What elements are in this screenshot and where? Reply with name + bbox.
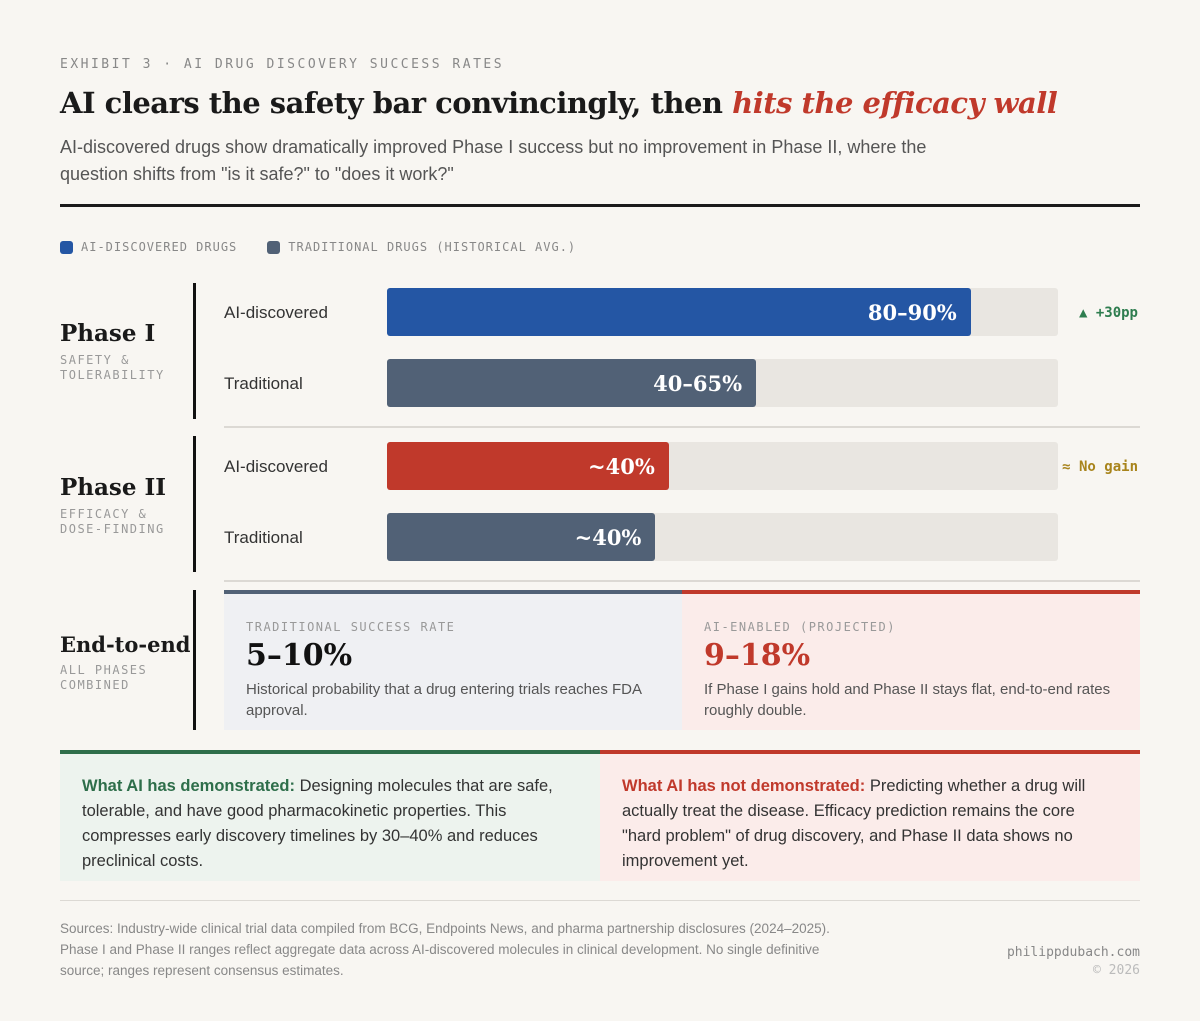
phase-subtitle: EFFICACY & DOSE-FINDING: [60, 507, 165, 536]
box-lead: What AI has not demonstrated:: [622, 777, 866, 795]
box-text: Designing molecules that are safe, toler…: [82, 777, 553, 870]
bar-track: 80–90%: [387, 288, 1058, 336]
phase-title: Phase I: [60, 320, 156, 347]
phase-title: Phase II: [60, 474, 167, 501]
title-highlight: hits the efficacy wall: [732, 86, 1058, 120]
box-text: Predicting whether a drug will actually …: [622, 777, 1086, 870]
phase-divider: [193, 283, 196, 419]
bar-track: ~40%: [387, 442, 1058, 490]
bar-phase1-ai: 80–90%: [387, 288, 971, 336]
page-title: AI clears the safety bar convincingly, t…: [60, 86, 1058, 120]
credit: philippdubach.com © 2026: [1007, 944, 1140, 980]
sources: Sources: Industry-wide clinical trial da…: [60, 921, 830, 978]
title-plain: AI clears the safety bar convincingly, t…: [60, 86, 733, 120]
bar-value-label: 40–65%: [653, 370, 743, 396]
bar-label: AI-discovered: [224, 457, 328, 476]
phase-2-heading: Phase II EFFICACY & DOSE-FINDING: [60, 474, 170, 537]
box-lead: What AI has demonstrated:: [82, 777, 295, 795]
legend-item-traditional: TRADITIONAL DRUGS (HISTORICAL AVG.): [267, 240, 576, 254]
legend-label: AI-DISCOVERED DRUGS: [81, 240, 238, 254]
bar-label: Traditional: [224, 374, 303, 393]
bar-value-label: 80–90%: [867, 299, 957, 325]
card-value: 5–10%: [246, 638, 353, 673]
phase-1-heading: Phase I SAFETY & TOLERABILITY: [60, 320, 170, 383]
copyright: © 2026: [1093, 963, 1140, 978]
bar-label: Traditional: [224, 528, 303, 547]
legend-swatch-ai: [60, 240, 73, 254]
header-rule: [60, 204, 1140, 207]
phase-divider: [193, 590, 196, 730]
bar-phase2-ai: ~40%: [387, 442, 669, 490]
group-separator: [224, 426, 1140, 428]
phase-subtitle: SAFETY & TOLERABILITY: [60, 353, 165, 382]
bar-label: AI-discovered: [224, 303, 328, 322]
phase-subtitle: ALL PHASES COMBINED: [60, 663, 148, 692]
delta-note: ▲ +30pp: [1078, 305, 1138, 321]
bar-value-label: ~40%: [574, 524, 642, 550]
bar-track: ~40%: [387, 513, 1058, 561]
card-label: AI-ENABLED (PROJECTED): [704, 620, 896, 634]
site-link[interactable]: philippdubach.com: [1006, 945, 1140, 960]
legend-item-ai: AI-DISCOVERED DRUGS: [60, 240, 237, 254]
eyebrow: EXHIBIT 3 · AI DRUG DISCOVERY SUCCESS RA…: [60, 57, 505, 72]
legend-label: TRADITIONAL DRUGS (HISTORICAL AVG.): [288, 240, 577, 254]
ai-rate-card: AI-ENABLED (PROJECTED) 9–18% If Phase I …: [682, 590, 1140, 730]
card-description: If Phase I gains hold and Phase II stays…: [704, 681, 1111, 719]
subtitle: AI-discovered drugs show dramatically im…: [60, 137, 927, 184]
phase-divider: [193, 436, 196, 572]
card-value: 9–18%: [704, 638, 811, 673]
bar-value-label: ~40%: [588, 453, 655, 479]
end-to-end-heading: End-to-end ALL PHASES COMBINED: [60, 632, 190, 693]
bar-track: 40–65%: [387, 359, 1058, 407]
delta-note: ≈ No gain: [1062, 459, 1138, 475]
traditional-rate-card: TRADITIONAL SUCCESS RATE 5–10% Historica…: [224, 590, 682, 730]
bar-phase2-traditional: ~40%: [387, 513, 656, 561]
demonstrated-box: What AI has demonstrated: Designing mole…: [60, 750, 600, 881]
card-label: TRADITIONAL SUCCESS RATE: [246, 620, 456, 634]
group-separator: [224, 580, 1140, 582]
footer-rule: [60, 900, 1140, 901]
legend-swatch-traditional: [267, 240, 281, 254]
bar-phase1-traditional: 40–65%: [387, 359, 757, 407]
not-demonstrated-box: What AI has not demonstrated: Predicting…: [600, 750, 1140, 881]
phase-title: End-to-end: [60, 632, 191, 657]
legend: AI-DISCOVERED DRUGS TRADITIONAL DRUGS (H…: [60, 240, 576, 254]
card-description: Historical probability that a drug enter…: [246, 681, 642, 719]
